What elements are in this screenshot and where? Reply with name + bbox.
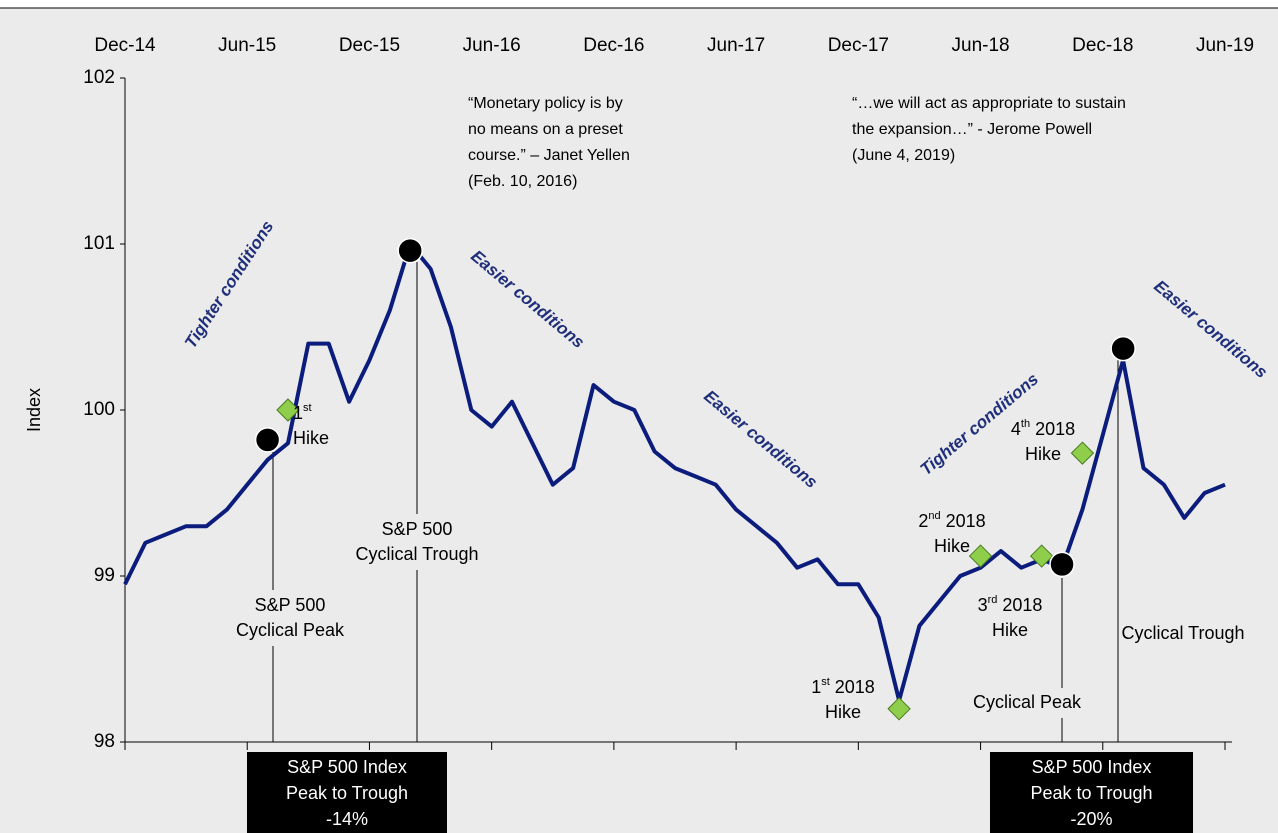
- x-tick-label: Jun-17: [707, 35, 765, 56]
- annotation-part: 3: [978, 595, 988, 615]
- x-tick-label: Jun-19: [1196, 35, 1254, 56]
- x-tick-label: Dec-15: [339, 35, 400, 56]
- summary-box: S&P 500 Index Peak to Trough -20%: [990, 752, 1193, 833]
- annotation-part: 4: [1011, 419, 1021, 439]
- y-tick-label: 99: [94, 565, 115, 586]
- turning-point-marker: [397, 237, 423, 264]
- annotation-part: th: [1021, 418, 1030, 430]
- summary-box-bg: [247, 752, 447, 833]
- summary-box-bg: [990, 752, 1193, 833]
- annotation-part: 1: [811, 677, 821, 697]
- x-tick-label: Dec-17: [828, 35, 889, 56]
- annotation: the expansion…” - Jerome Powell: [852, 121, 1092, 138]
- annotation: 1st 2018: [811, 676, 875, 697]
- annotation: “…we will act as appropriate to sustain: [852, 95, 1126, 112]
- annotation: “Monetary policy is by: [468, 95, 623, 112]
- hike-marker: [968, 544, 993, 568]
- annotation: Cyclical Trough: [1121, 623, 1244, 643]
- annotation-part: st: [303, 402, 312, 414]
- annotation: Hike: [992, 620, 1028, 640]
- y-tick-label: 102: [83, 67, 115, 88]
- y-tick-label: 98: [94, 731, 115, 752]
- annotation-part: rd: [988, 594, 998, 606]
- hike-marker: [1029, 544, 1054, 568]
- annotation: 3rd 2018: [978, 594, 1043, 615]
- annotation: Cyclical Peak: [973, 692, 1082, 712]
- y-axis-label: Index: [24, 388, 44, 432]
- annotation: course.” – Janet Yellen: [468, 147, 630, 164]
- annotation: 1st: [293, 402, 312, 423]
- annotation: (June 4, 2019): [852, 147, 955, 164]
- annotation-part: 2018: [997, 595, 1042, 615]
- x-tick-label: Jun-18: [952, 35, 1010, 56]
- x-tick-label: Dec-14: [94, 35, 156, 56]
- annotation-part: 2018: [830, 677, 875, 697]
- turning-point-marker: [1110, 335, 1136, 362]
- turning-point-marker: [254, 427, 281, 453]
- annotation: Hike: [825, 702, 861, 722]
- annotation: Hike: [1025, 444, 1061, 464]
- x-tick-label: Dec-16: [583, 35, 644, 56]
- y-tick-label: 101: [83, 233, 115, 254]
- annotation: no means on a preset: [468, 121, 623, 138]
- annotation: Hike: [934, 536, 970, 556]
- annotation-part: 2: [918, 511, 928, 531]
- summary-box: S&P 500 Index Peak to Trough -14%: [247, 752, 447, 833]
- annotation: S&P 500: [382, 519, 453, 539]
- summary-box-text: -14%: [326, 809, 368, 829]
- summary-box-text: -20%: [1070, 809, 1112, 829]
- annotation: Cyclical Trough: [355, 544, 478, 564]
- annotation-part: st: [821, 676, 830, 688]
- annotation: Cyclical Peak: [236, 620, 345, 640]
- x-tick-label: Jun-15: [218, 35, 276, 56]
- annotation-part: 1: [293, 403, 303, 423]
- turning-point-marker: [1049, 551, 1075, 578]
- summary-box-text: Peak to Trough: [1030, 783, 1152, 803]
- hike-marker: [276, 398, 300, 422]
- annotation: Hike: [293, 428, 329, 448]
- annotation-part: 2018: [941, 511, 986, 531]
- x-tick-label: Jun-16: [463, 35, 521, 56]
- summary-box-text: Peak to Trough: [286, 783, 408, 803]
- y-tick-label: 100: [83, 399, 115, 420]
- annotation: (Feb. 10, 2016): [468, 173, 577, 190]
- hike-marker: [887, 697, 911, 721]
- hike-marker: [1070, 441, 1095, 465]
- annotation-part: 2018: [1030, 419, 1075, 439]
- summary-box-text: S&P 500 Index: [287, 757, 407, 777]
- annotation-part: nd: [928, 510, 940, 522]
- annotation: 4th 2018: [1011, 418, 1075, 439]
- annotation: S&P 500: [255, 595, 326, 615]
- summary-box-text: S&P 500 Index: [1032, 757, 1152, 777]
- annotation: 2nd 2018: [918, 510, 985, 531]
- x-tick-label: Dec-18: [1072, 35, 1133, 56]
